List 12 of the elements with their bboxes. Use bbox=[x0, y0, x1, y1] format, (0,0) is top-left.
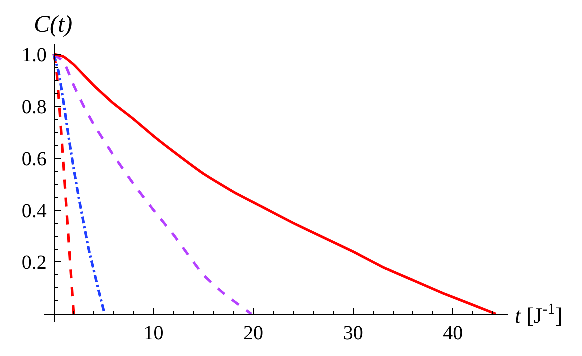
x-tick-label: 30 bbox=[343, 322, 364, 344]
y-tick-label: 1.0 bbox=[22, 44, 47, 66]
y-tick-label: 0.8 bbox=[22, 96, 47, 118]
line-series bbox=[52, 53, 253, 316]
y-tick-label: 0.6 bbox=[22, 148, 47, 170]
x-tick-label: 10 bbox=[144, 322, 164, 344]
y-tick-label: 0.4 bbox=[22, 200, 47, 222]
y-tick-label: 0.2 bbox=[22, 252, 47, 274]
x-tick-label: 20 bbox=[244, 322, 264, 344]
x-tick-label: 40 bbox=[443, 322, 464, 344]
x-axis-title: t [J$^{-1}$] bbox=[515, 301, 563, 328]
y-axis-title: C(t) bbox=[34, 12, 73, 38]
